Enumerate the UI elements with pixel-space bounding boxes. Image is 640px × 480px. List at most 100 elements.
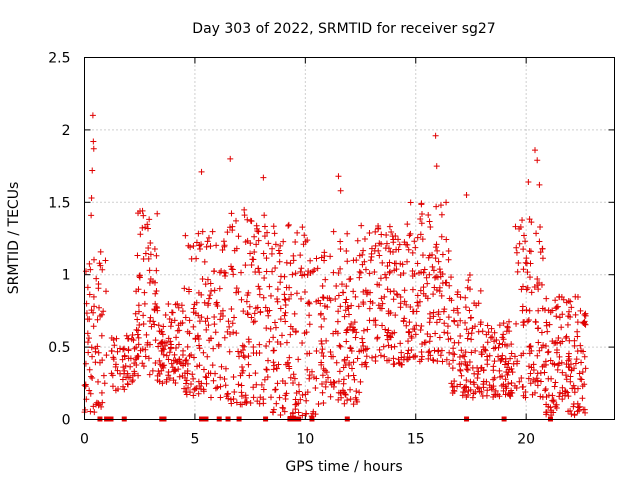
data-point	[412, 244, 419, 251]
data-point	[207, 280, 214, 287]
data-point	[357, 269, 364, 276]
data-point	[462, 361, 469, 368]
data-point	[153, 267, 160, 274]
data-point	[222, 382, 229, 389]
data-point	[195, 312, 202, 319]
data-point	[270, 334, 277, 341]
data-point	[158, 339, 165, 346]
data-point	[246, 372, 253, 379]
data-point	[228, 210, 235, 217]
data-point	[436, 284, 443, 291]
data-point	[84, 284, 91, 291]
data-point	[559, 384, 566, 391]
data-point	[96, 304, 103, 311]
data-point	[140, 255, 147, 262]
data-point	[525, 375, 532, 382]
data-point	[289, 409, 296, 416]
data-point	[523, 260, 530, 267]
data-point	[556, 353, 563, 360]
data-point	[559, 369, 566, 376]
data-point	[253, 222, 260, 229]
data-point	[95, 349, 102, 356]
data-point	[134, 316, 141, 323]
data-point	[277, 341, 284, 348]
data-point	[195, 230, 202, 237]
data-point	[221, 375, 228, 382]
data-point	[241, 206, 248, 213]
data-point	[341, 357, 348, 364]
data-point	[285, 221, 292, 228]
data-point	[123, 374, 130, 381]
data-point	[360, 299, 367, 306]
data-point	[457, 332, 464, 339]
data-point	[413, 322, 420, 329]
data-point	[381, 353, 388, 360]
data-point	[581, 353, 588, 360]
data-point	[551, 361, 558, 368]
data-point	[367, 289, 374, 296]
data-point	[327, 348, 334, 355]
data-point	[378, 295, 385, 302]
data-point	[84, 316, 91, 323]
data-point	[467, 315, 474, 322]
data-point	[298, 295, 305, 302]
data-point	[122, 362, 129, 369]
data-point	[484, 339, 491, 346]
data-point	[424, 295, 431, 302]
data-point	[468, 336, 475, 343]
data-point	[167, 338, 174, 345]
data-point	[303, 397, 310, 404]
data-point	[525, 316, 532, 323]
data-point	[263, 255, 270, 262]
y-tick-label: 0.5	[48, 340, 70, 356]
data-point	[366, 317, 373, 324]
data-point	[415, 302, 422, 309]
data-point	[260, 174, 267, 181]
data-point	[405, 347, 412, 354]
data-point	[566, 364, 573, 371]
data-point	[293, 290, 300, 297]
data-point	[321, 257, 328, 264]
data-point	[133, 361, 140, 368]
data-point	[543, 319, 550, 326]
data-point	[579, 395, 586, 402]
data-point	[239, 364, 246, 371]
data-point	[158, 367, 165, 374]
data-point	[184, 343, 191, 350]
data-point	[545, 375, 552, 382]
data-point	[285, 222, 292, 229]
chart-title: Day 303 of 2022, SRMTID for receiver sg2…	[192, 21, 495, 37]
data-point	[520, 392, 527, 399]
data-point	[132, 310, 139, 317]
data-point	[196, 345, 203, 352]
data-point	[544, 328, 551, 335]
data-point	[203, 326, 210, 333]
data-point	[366, 305, 373, 312]
data-point	[383, 332, 390, 339]
data-point	[147, 275, 154, 282]
data-point	[358, 361, 365, 368]
data-point	[261, 223, 268, 230]
data-point	[158, 328, 165, 335]
data-point	[99, 357, 106, 364]
data-point	[433, 163, 440, 170]
data-point	[406, 319, 413, 326]
data-point	[204, 238, 211, 245]
data-point	[179, 319, 186, 326]
data-point	[186, 352, 193, 359]
data-point	[281, 408, 288, 415]
data-point	[254, 227, 261, 234]
data-point	[564, 321, 571, 328]
data-point	[272, 324, 279, 331]
data-point	[196, 318, 203, 325]
data-point	[537, 393, 544, 400]
data-point	[514, 360, 521, 367]
data-point	[433, 241, 440, 248]
data-point	[168, 360, 175, 367]
data-point	[372, 357, 379, 364]
data-point	[350, 288, 357, 295]
data-point	[205, 322, 212, 329]
data-point	[141, 300, 148, 307]
data-point	[297, 252, 304, 259]
data-point	[198, 291, 205, 298]
